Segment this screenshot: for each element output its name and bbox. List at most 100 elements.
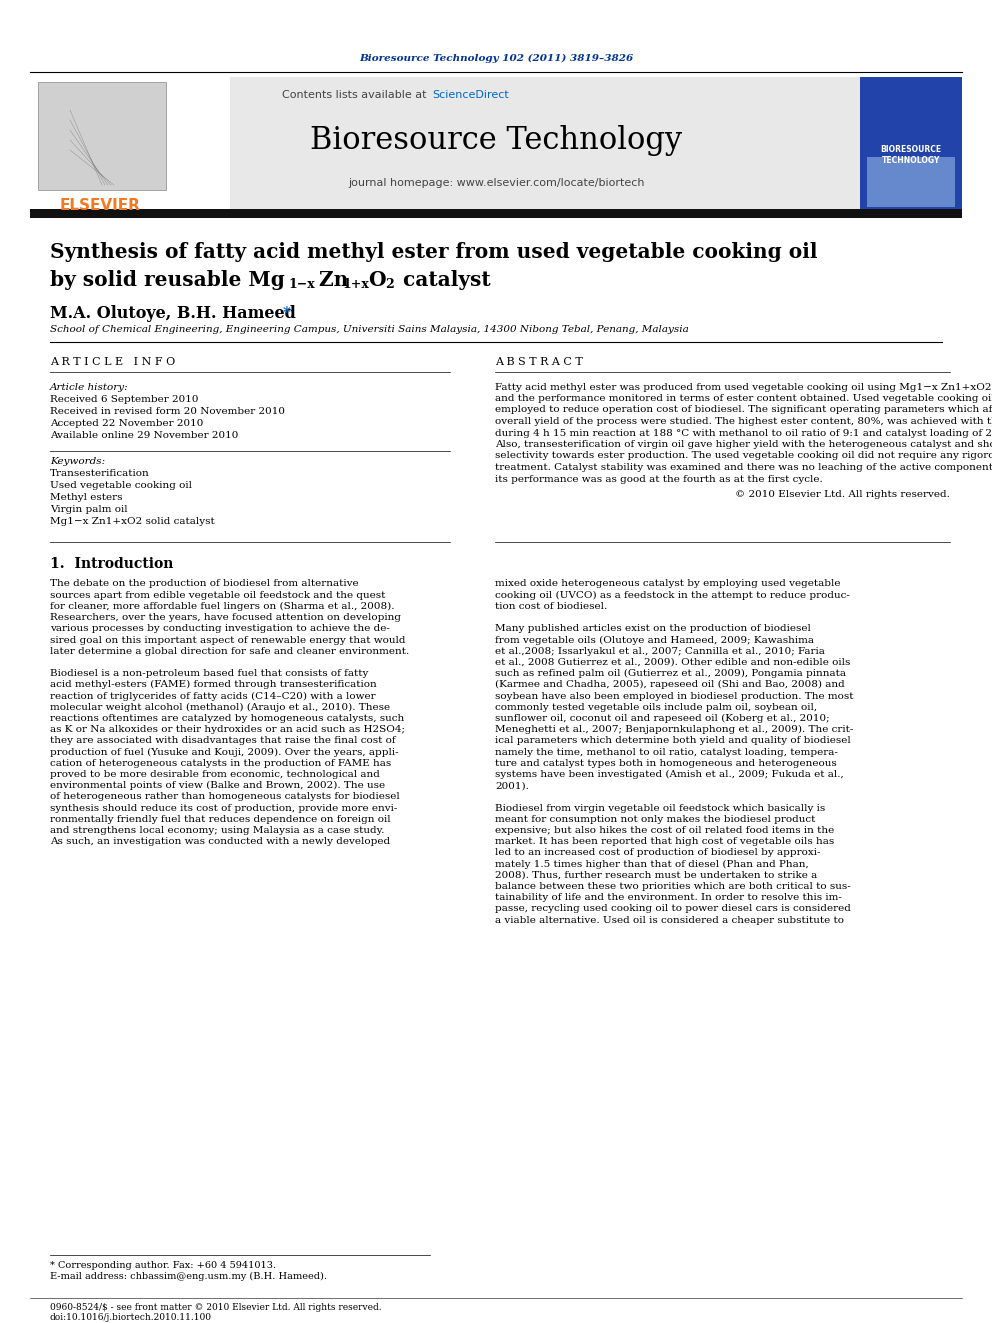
Text: Mg1−x Zn1+xO2 solid catalyst: Mg1−x Zn1+xO2 solid catalyst [50, 517, 214, 527]
Text: et al., 2008 Gutierrez et al., 2009). Other edible and non-edible oils: et al., 2008 Gutierrez et al., 2009). Ot… [495, 658, 850, 667]
Bar [860, 77, 962, 210]
Text: soybean have also been employed in biodiesel production. The most: soybean have also been employed in biodi… [495, 692, 853, 700]
Text: Many published articles exist on the production of biodiesel: Many published articles exist on the pro… [495, 624, 810, 634]
Bar [38, 82, 166, 191]
Text: sired goal on this important aspect of renewable energy that would: sired goal on this important aspect of r… [50, 635, 406, 644]
Text: ELSEVIER: ELSEVIER [60, 197, 141, 213]
Text: various processes by conducting investigation to achieve the de-: various processes by conducting investig… [50, 624, 390, 634]
Text: 2001).: 2001). [495, 781, 529, 790]
Text: Also, transesterification of virgin oil gave higher yield with the heterogeneous: Also, transesterification of virgin oil … [495, 441, 992, 448]
Text: © 2010 Elsevier Ltd. All rights reserved.: © 2010 Elsevier Ltd. All rights reserved… [735, 490, 950, 499]
Text: ical parameters which determine both yield and quality of biodiesel: ical parameters which determine both yie… [495, 737, 851, 745]
Text: acid methyl-esters (FAME) formed through transesterification: acid methyl-esters (FAME) formed through… [50, 680, 377, 689]
Text: proved to be more desirable from economic, technological and: proved to be more desirable from economi… [50, 770, 380, 779]
Bar [30, 77, 230, 210]
Text: mately 1.5 times higher than that of diesel (Phan and Phan,: mately 1.5 times higher than that of die… [495, 860, 808, 869]
Text: treatment. Catalyst stability was examined and there was no leaching of the acti: treatment. Catalyst stability was examin… [495, 463, 992, 472]
Text: systems have been investigated (Amish et al., 2009; Fukuda et al.,: systems have been investigated (Amish et… [495, 770, 844, 779]
Text: Article history:: Article history: [50, 382, 129, 392]
Text: Methyl esters: Methyl esters [50, 493, 122, 503]
Text: (Karmee and Chadha, 2005), rapeseed oil (Shi and Bao, 2008) and: (Karmee and Chadha, 2005), rapeseed oil … [495, 680, 845, 689]
Text: Accepted 22 November 2010: Accepted 22 November 2010 [50, 419, 203, 429]
Text: they are associated with disadvantages that raise the final cost of: they are associated with disadvantages t… [50, 737, 396, 745]
Text: tainability of life and the environment. In order to resolve this im-: tainability of life and the environment.… [495, 893, 842, 902]
Text: A R T I C L E   I N F O: A R T I C L E I N F O [50, 357, 176, 366]
Text: Fatty acid methyl ester was produced from used vegetable cooking oil using Mg1−x: Fatty acid methyl ester was produced fro… [495, 382, 992, 392]
Text: tion cost of biodiesel.: tion cost of biodiesel. [495, 602, 607, 611]
Text: Received in revised form 20 November 2010: Received in revised form 20 November 201… [50, 407, 285, 417]
Text: from vegetable oils (Olutoye and Hameed, 2009; Kawashima: from vegetable oils (Olutoye and Hameed,… [495, 635, 814, 644]
Text: journal homepage: www.elsevier.com/locate/biortech: journal homepage: www.elsevier.com/locat… [348, 179, 644, 188]
Text: as K or Na alkoxides or their hydroxides or an acid such as H2SO4;: as K or Na alkoxides or their hydroxides… [50, 725, 405, 734]
Text: balance between these two priorities which are both critical to sus-: balance between these two priorities whi… [495, 882, 851, 890]
Text: molecular weight alcohol (methanol) (Araujo et al., 2010). These: molecular weight alcohol (methanol) (Ara… [50, 703, 390, 712]
Text: mixed oxide heterogeneous catalyst by employing used vegetable: mixed oxide heterogeneous catalyst by em… [495, 579, 840, 589]
Text: Received 6 September 2010: Received 6 September 2010 [50, 396, 198, 405]
Text: during 4 h 15 min reaction at 188 °C with methanol to oil ratio of 9:1 and catal: during 4 h 15 min reaction at 188 °C wit… [495, 429, 992, 438]
Text: O: O [368, 270, 386, 290]
Text: for cleaner, more affordable fuel lingers on (Sharma et al., 2008).: for cleaner, more affordable fuel linger… [50, 602, 395, 611]
Text: 0960-8524/$ - see front matter © 2010 Elsevier Ltd. All rights reserved.: 0960-8524/$ - see front matter © 2010 El… [50, 1303, 382, 1311]
Text: School of Chemical Engineering, Engineering Campus, Universiti Sains Malaysia, 1: School of Chemical Engineering, Engineer… [50, 325, 688, 335]
Text: A B S T R A C T: A B S T R A C T [495, 357, 582, 366]
Text: sunflower oil, coconut oil and rapeseed oil (Koberg et al., 2010;: sunflower oil, coconut oil and rapeseed … [495, 714, 829, 722]
Text: such as refined palm oil (Gutierrez et al., 2009), Pongamia pinnata: such as refined palm oil (Gutierrez et a… [495, 669, 846, 679]
Text: production of fuel (Yusuke and Kouji, 2009). Over the years, appli-: production of fuel (Yusuke and Kouji, 20… [50, 747, 399, 757]
Text: selectivity towards ester production. The used vegetable cooking oil did not req: selectivity towards ester production. Th… [495, 451, 992, 460]
Text: its performance was as good at the fourth as at the first cycle.: its performance was as good at the fourt… [495, 475, 822, 483]
Text: The debate on the production of biodiesel from alternative: The debate on the production of biodiese… [50, 579, 359, 589]
Text: Zn: Zn [312, 270, 348, 290]
Text: Bioresource Technology 102 (2011) 3819–3826: Bioresource Technology 102 (2011) 3819–3… [359, 53, 633, 62]
Text: meant for consumption not only makes the biodiesel product: meant for consumption not only makes the… [495, 815, 815, 824]
Text: Available online 29 November 2010: Available online 29 November 2010 [50, 431, 238, 441]
Bar [30, 77, 962, 210]
Text: led to an increased cost of production of biodiesel by approxi-: led to an increased cost of production o… [495, 848, 820, 857]
Text: sources apart from edible vegetable oil feedstock and the quest: sources apart from edible vegetable oil … [50, 590, 385, 599]
Text: M.A. Olutoye, B.H. Hameed: M.A. Olutoye, B.H. Hameed [50, 304, 302, 321]
Text: Transesterification: Transesterification [50, 470, 150, 479]
Text: synthesis should reduce its cost of production, provide more envi-: synthesis should reduce its cost of prod… [50, 803, 398, 812]
Text: commonly tested vegetable oils include palm oil, soybean oil,: commonly tested vegetable oils include p… [495, 703, 817, 712]
Text: Virgin palm oil: Virgin palm oil [50, 505, 128, 515]
Text: by solid reusable Mg: by solid reusable Mg [50, 270, 285, 290]
Text: employed to reduce operation cost of biodiesel. The significant operating parame: employed to reduce operation cost of bio… [495, 406, 992, 414]
Text: reactions oftentimes are catalyzed by homogeneous catalysts, such: reactions oftentimes are catalyzed by ho… [50, 714, 405, 722]
Text: Synthesis of fatty acid methyl ester from used vegetable cooking oil: Synthesis of fatty acid methyl ester fro… [50, 242, 817, 262]
Text: catalyst: catalyst [396, 270, 491, 290]
Text: Bioresource Technology: Bioresource Technology [310, 124, 682, 156]
Text: Used vegetable cooking oil: Used vegetable cooking oil [50, 482, 192, 491]
Text: As such, an investigation was conducted with a newly developed: As such, an investigation was conducted … [50, 837, 390, 847]
Text: et al.,2008; Issarlyakul et al., 2007; Cannilla et al., 2010; Faria: et al.,2008; Issarlyakul et al., 2007; C… [495, 647, 825, 656]
Text: environmental points of view (Balke and Brown, 2002). The use: environmental points of view (Balke and … [50, 781, 385, 790]
Text: 1+x: 1+x [342, 278, 369, 291]
Text: *: * [283, 306, 291, 320]
Text: Biodiesel from virgin vegetable oil feedstock which basically is: Biodiesel from virgin vegetable oil feed… [495, 803, 825, 812]
Text: market. It has been reported that high cost of vegetable oils has: market. It has been reported that high c… [495, 837, 834, 847]
Text: 1.  Introduction: 1. Introduction [50, 557, 174, 572]
Text: ture and catalyst types both in homogeneous and heterogeneous: ture and catalyst types both in homogene… [495, 758, 836, 767]
Text: Researchers, over the years, have focused attention on developing: Researchers, over the years, have focuse… [50, 613, 401, 622]
Text: doi:10.1016/j.biortech.2010.11.100: doi:10.1016/j.biortech.2010.11.100 [50, 1312, 212, 1322]
Text: ScienceDirect: ScienceDirect [432, 90, 509, 101]
Text: ronmentally friendly fuel that reduces dependence on foreign oil: ronmentally friendly fuel that reduces d… [50, 815, 391, 824]
Text: Biodiesel is a non-petroleum based fuel that consists of fatty: Biodiesel is a non-petroleum based fuel … [50, 669, 368, 679]
Text: a viable alternative. Used oil is considered a cheaper substitute to: a viable alternative. Used oil is consid… [495, 916, 844, 925]
Text: and the performance monitored in terms of ester content obtained. Used vegetable: and the performance monitored in terms o… [495, 394, 992, 404]
Bar [867, 157, 955, 206]
Text: BIORESOURCE
TECHNOLOGY: BIORESOURCE TECHNOLOGY [881, 144, 941, 165]
Text: 1−x: 1−x [288, 278, 314, 291]
Text: overall yield of the process were studied. The highest ester content, 80%, was a: overall yield of the process were studie… [495, 417, 992, 426]
Text: * Corresponding author. Fax: +60 4 5941013.: * Corresponding author. Fax: +60 4 59410… [50, 1261, 276, 1270]
Text: cation of heterogeneous catalysts in the production of FAME has: cation of heterogeneous catalysts in the… [50, 758, 391, 767]
Text: later determine a global direction for safe and cleaner environment.: later determine a global direction for s… [50, 647, 410, 656]
Text: passe, recycling used cooking oil to power diesel cars is considered: passe, recycling used cooking oil to pow… [495, 905, 851, 913]
Text: and strengthens local economy; using Malaysia as a case study.: and strengthens local economy; using Mal… [50, 826, 384, 835]
Text: E-mail address: chbassim@eng.usm.my (B.H. Hameed).: E-mail address: chbassim@eng.usm.my (B.H… [50, 1271, 327, 1281]
Bar [30, 209, 962, 218]
Text: cooking oil (UVCO) as a feedstock in the attempt to reduce produc-: cooking oil (UVCO) as a feedstock in the… [495, 590, 850, 599]
Text: 2008). Thus, further research must be undertaken to strike a: 2008). Thus, further research must be un… [495, 871, 817, 880]
Text: Meneghetti et al., 2007; Benjapornkulaphong et al., 2009). The crit-: Meneghetti et al., 2007; Benjapornkulaph… [495, 725, 853, 734]
Text: reaction of triglycerides of fatty acids (C14–C20) with a lower: reaction of triglycerides of fatty acids… [50, 692, 376, 701]
Text: expensive; but also hikes the cost of oil related food items in the: expensive; but also hikes the cost of oi… [495, 826, 834, 835]
Text: namely the time, methanol to oil ratio, catalyst loading, tempera-: namely the time, methanol to oil ratio, … [495, 747, 838, 757]
